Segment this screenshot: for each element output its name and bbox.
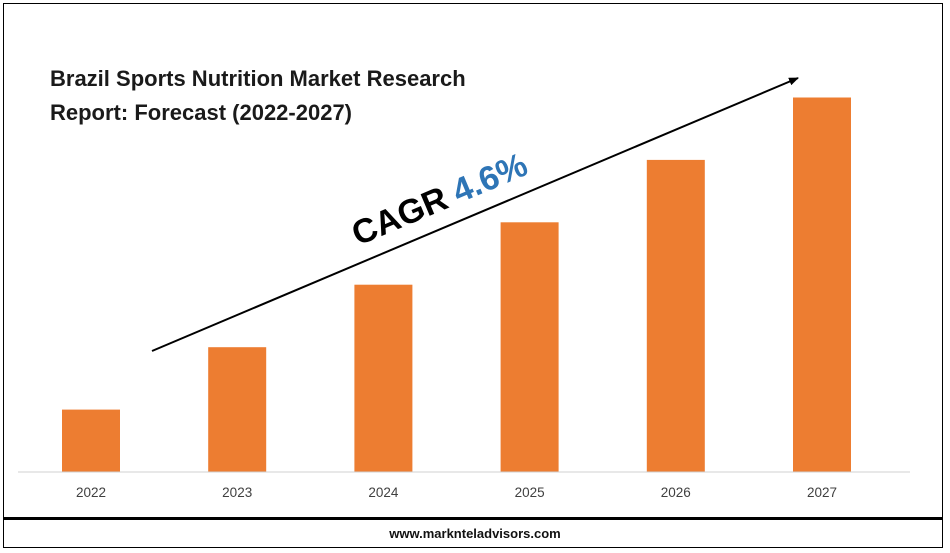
bar-2025 <box>500 222 559 472</box>
chart-title-line-1: Brazil Sports Nutrition Market Research <box>50 66 466 91</box>
bar-2026 <box>646 159 705 472</box>
footer-divider <box>3 517 943 520</box>
bar-2024 <box>354 284 413 472</box>
x-tick-label-2027: 2027 <box>807 485 837 500</box>
bar-2023 <box>208 347 267 472</box>
bar-group <box>62 97 851 472</box>
x-tick-labels: 2022 2023 2024 2025 2026 2027 <box>76 485 837 500</box>
bar-2027 <box>793 97 851 472</box>
x-tick-label-2024: 2024 <box>368 485 399 500</box>
cagr-value: 4.6% <box>447 146 533 211</box>
x-tick-label-2026: 2026 <box>661 485 691 500</box>
trend-arrow <box>151 77 799 352</box>
x-tick-label-2022: 2022 <box>76 485 106 500</box>
bar-2022 <box>62 409 120 472</box>
chart-frame <box>3 3 943 548</box>
chart-title-line-2: Report: Forecast (2022-2027) <box>50 100 352 125</box>
x-tick-label-2025: 2025 <box>515 485 545 500</box>
footer-url[interactable]: www.marknteladvisors.com <box>389 526 561 541</box>
cagr-prefix: CAGR <box>346 179 453 253</box>
x-tick-label-2023: 2023 <box>222 485 252 500</box>
